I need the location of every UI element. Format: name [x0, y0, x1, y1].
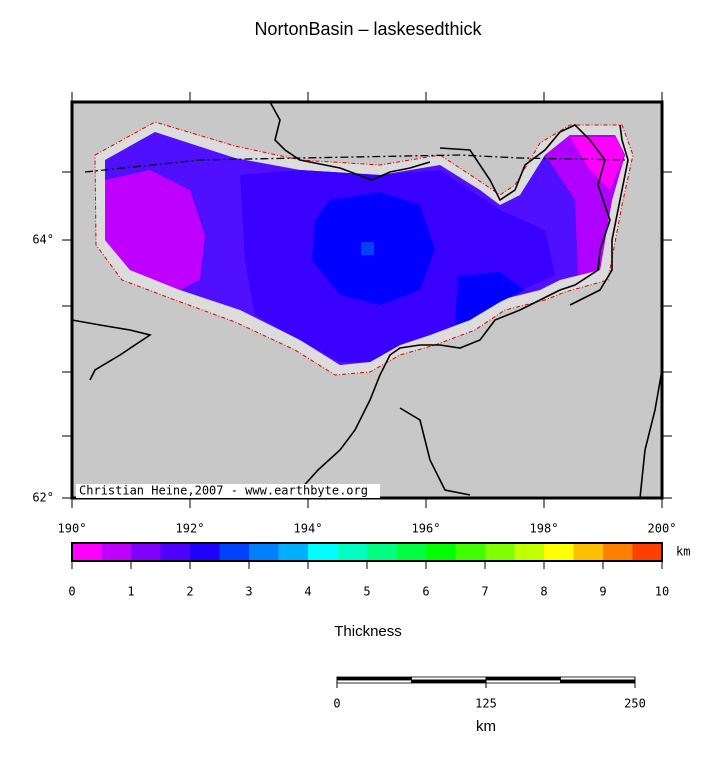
scalebar-tick-label: 0 — [333, 697, 340, 711]
scalebar-segment — [485, 676, 561, 681]
scalebar-unit: km — [476, 718, 496, 735]
scalebar-segment — [560, 679, 636, 684]
colorbar-segment — [249, 543, 279, 561]
colorbar-label: Thickness — [334, 623, 402, 640]
colorbar-segment — [308, 543, 338, 561]
colorbar-segment — [544, 543, 574, 561]
colorbar-segment — [426, 543, 456, 561]
colorbar-tick-label: 5 — [363, 585, 370, 599]
lon-tick-label: 200° — [648, 522, 677, 536]
colorbar-segment — [278, 543, 309, 561]
basin-east-peak — [570, 137, 624, 190]
scalebar-segment — [411, 676, 487, 681]
scalebar-tick-label: 250 — [624, 697, 646, 711]
scalebar-segment — [336, 679, 412, 684]
colorbar-segment — [396, 543, 427, 561]
credit-box — [76, 484, 380, 498]
colorbar-segment — [72, 543, 102, 561]
colorbar-tick-label: 2 — [186, 585, 193, 599]
colorbar-tick-label: 7 — [481, 585, 488, 599]
colorbar-segment — [367, 543, 397, 561]
basin-peak — [361, 242, 374, 255]
basin-west-high — [105, 170, 205, 290]
scalebar-segment — [336, 676, 412, 681]
lon-tick-label: 198° — [530, 522, 559, 536]
colorbar-tick-label: 3 — [245, 585, 252, 599]
colorbar-tick-label: 0 — [68, 585, 75, 599]
lat-tick-label: 64° — [32, 233, 54, 247]
basin-south-core — [455, 272, 525, 325]
colorbar-segment — [131, 543, 161, 561]
scalebar-segment — [560, 676, 636, 681]
colorbar-segment — [160, 543, 191, 561]
minor-ticks — [62, 171, 672, 437]
map-area — [71, 101, 663, 499]
scalebar-segment — [485, 679, 561, 684]
colorbar-segment — [573, 543, 604, 561]
lat-tick-label: 62° — [32, 491, 54, 505]
colorbar-tick-label: 1 — [127, 585, 134, 599]
lon-tick-label: 192° — [176, 522, 205, 536]
colorbar-segment — [101, 543, 132, 561]
colorbar-segment — [219, 543, 250, 561]
colorbar-segment — [485, 543, 515, 561]
colorbar-tick-label: 10 — [655, 585, 669, 599]
colorbar-segment — [514, 543, 545, 561]
scalebar-segment — [411, 679, 487, 684]
colorbar-segment — [455, 543, 486, 561]
colorbar-tick-label: 9 — [599, 585, 606, 599]
lon-tick-label: 196° — [412, 522, 441, 536]
lon-tick-label: 190° — [58, 522, 87, 536]
border-line — [84, 154, 626, 173]
title: NortonBasin – laskesedthick — [254, 19, 482, 39]
colorbar-tick-label: 6 — [422, 585, 429, 599]
colorbar-segment — [337, 543, 368, 561]
scalebar-tick-label: 125 — [475, 697, 497, 711]
coastline — [71, 101, 663, 499]
colorbar-segment — [190, 543, 220, 561]
colorbar-tick-label: 4 — [304, 585, 311, 599]
colorbar-tick-label: 8 — [540, 585, 547, 599]
colorbar-segment — [632, 543, 663, 561]
colorbar-segment — [603, 543, 633, 561]
credit: Christian Heine,2007 - www.earthbyte.org — [79, 484, 368, 498]
basin-boundary — [94, 121, 634, 376]
colorbar-unit: km — [676, 545, 690, 559]
lon-tick-label: 194° — [294, 522, 323, 536]
